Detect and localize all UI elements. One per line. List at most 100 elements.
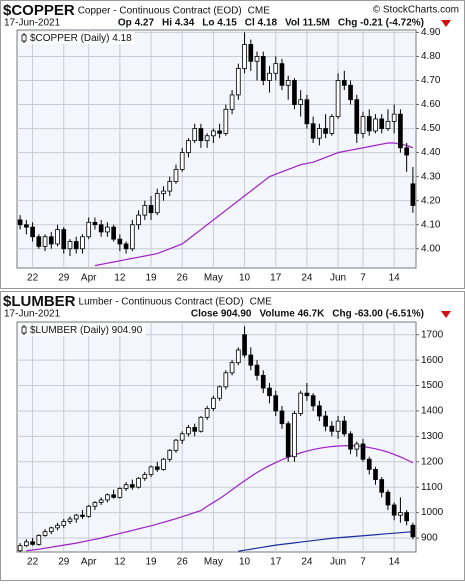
candle-body: [217, 386, 222, 399]
candle-body: [317, 405, 322, 417]
stat: Chg -63.00 (-6.51%): [332, 309, 424, 320]
candle-body: [398, 512, 403, 516]
candle-body: [198, 416, 204, 432]
x-tick-label: 12: [114, 557, 126, 568]
x-tick-label: Jun: [330, 273, 346, 284]
candle-body: [73, 514, 79, 520]
candle-body: [55, 524, 60, 529]
candle-body: [279, 410, 285, 425]
candle-body: [279, 63, 285, 86]
candle-body: [154, 193, 160, 214]
candle-body: [111, 494, 116, 498]
x-tick-label: 10: [239, 557, 251, 568]
candle-body: [105, 494, 110, 501]
candle-body: [292, 80, 297, 105]
candle-body: [136, 477, 141, 488]
legend-icon: [21, 34, 27, 42]
plot-area: [16, 29, 417, 269]
candle-body: [310, 123, 316, 139]
candle-body: [267, 72, 272, 81]
date: 17-Jun-2021: [4, 309, 61, 320]
x-tick-label: 24: [301, 273, 313, 284]
candle-body: [254, 364, 260, 376]
candle-body: [117, 238, 123, 245]
candle-body: [229, 362, 235, 374]
moving-average: [238, 531, 413, 552]
candle-body: [267, 387, 272, 397]
candle-body: [111, 226, 116, 240]
stat: Vol 11.5M: [285, 18, 330, 29]
candle-body: [248, 354, 254, 366]
candle-body: [80, 514, 85, 517]
candle-body: [335, 80, 341, 117]
candle-body: [186, 140, 191, 154]
candle-body: [354, 99, 360, 134]
y-tick-label: 4.30: [421, 171, 441, 182]
y-tick-label: 4.20: [421, 195, 441, 206]
candle-body: [67, 518, 73, 522]
y-tick-label: 1600: [421, 355, 444, 366]
y-tick-label: 1400: [421, 406, 444, 417]
y-tick-label: 900: [421, 533, 438, 544]
candle-body: [105, 226, 110, 233]
y-tick-label: 1000: [421, 507, 444, 518]
candle-body: [410, 524, 416, 538]
candle-body: [385, 491, 391, 506]
candle-body: [173, 439, 179, 451]
y-tick-label: 4.00: [421, 243, 441, 254]
candle-body: [329, 425, 335, 432]
candle-body: [42, 531, 48, 536]
candle-body: [130, 484, 135, 488]
candle-body: [98, 499, 104, 503]
candle-body: [92, 221, 98, 226]
stat: Chg -0.21 (-4.72%): [338, 18, 424, 29]
y-tick-label: 4.80: [421, 51, 441, 62]
candle-body: [317, 128, 322, 139]
candle-body: [117, 488, 123, 498]
candle-body: [48, 527, 54, 533]
legend-icon: [21, 326, 27, 334]
candle-body: [229, 94, 235, 110]
candle-body: [404, 512, 409, 522]
x-tick-label: 10: [239, 273, 251, 284]
candle-body: [304, 99, 310, 125]
stat: Close 904.90: [191, 309, 252, 320]
candle-body: [223, 372, 229, 388]
x-tick-label: Jun: [330, 557, 346, 568]
candle-body: [366, 116, 372, 132]
x-tick-label: 14: [389, 273, 401, 284]
moving-average: [94, 142, 414, 267]
x-tick-label: 19: [145, 273, 157, 284]
down-arrow: [441, 20, 451, 27]
x-tick-label: 7: [360, 557, 366, 568]
candle-body: [36, 535, 42, 545]
candle-body: [98, 224, 104, 233]
stat: Hi 4.34: [162, 18, 195, 29]
subtitle: Lumber - Continuous Contract (EOD): [79, 297, 244, 308]
candle-body: [404, 147, 409, 156]
candle-body: [48, 236, 54, 245]
candle-body: [360, 116, 366, 134]
candle-body: [298, 392, 303, 414]
candle-body: [398, 113, 403, 149]
candle-body: [148, 466, 154, 475]
x-tick-label: 24: [301, 557, 313, 568]
candle-body: [217, 130, 222, 134]
stat: Op 4.27: [118, 18, 155, 29]
y-tick-label: 4.60: [421, 99, 441, 110]
candle-body: [123, 484, 129, 489]
candle-body: [136, 214, 141, 226]
candle-body: [254, 56, 260, 62]
candle-body: [142, 205, 148, 216]
candle-body: [211, 130, 216, 137]
x-tick-label: Apr: [81, 273, 97, 284]
legend-box: [19, 324, 146, 336]
candle-body: [204, 408, 210, 418]
candle-body: [167, 181, 173, 192]
candle-body: [391, 113, 397, 122]
candle-body: [304, 392, 310, 397]
legend-box: [19, 32, 135, 44]
exchange: CME: [250, 297, 273, 308]
candle-body: [186, 427, 191, 435]
x-tick-label: 14: [389, 557, 401, 568]
